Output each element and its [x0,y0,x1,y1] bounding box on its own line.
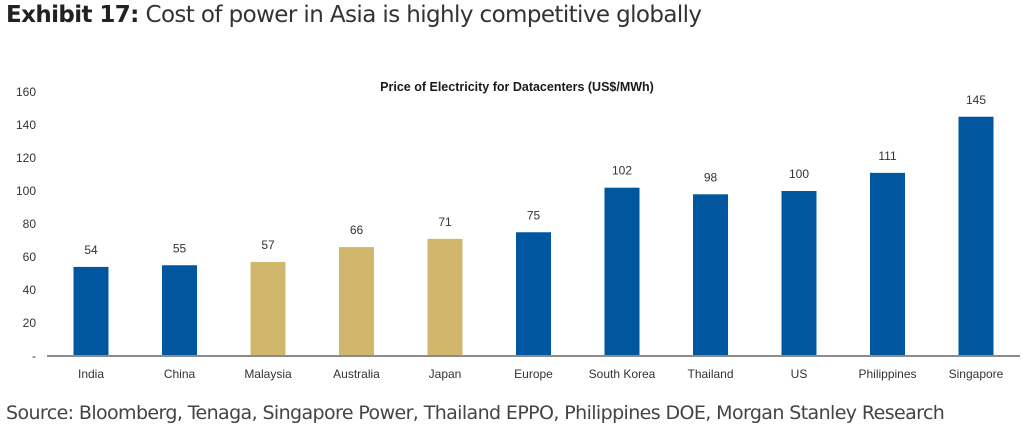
data-label: 98 [704,170,718,184]
y-tick-label: 140 [16,118,36,132]
bars: 54 55 57 66 71 75 102 98 100 111 145 [73,93,994,356]
bar-japan [427,238,463,356]
bar-china [162,265,197,356]
bar-singapore [958,116,994,356]
bar-thailand [693,194,728,356]
x-tick-label: Australia [333,367,380,381]
y-tick-label: 40 [23,283,37,297]
data-label: 54 [84,243,98,257]
bar-malaysia [250,261,286,356]
bar-india [73,266,109,356]
y-tick-label: 160 [16,85,36,99]
y-tick-label: 120 [16,151,36,165]
y-tick-label: 80 [23,217,37,231]
data-label: 102 [612,164,632,178]
data-label: 55 [173,241,187,255]
data-label: 111 [878,149,897,163]
chart-title: Price of Electricity for Datacenters (US… [380,80,654,94]
x-tick-label: India [78,367,104,381]
y-tick-label: - [32,349,36,363]
y-tick-label: 60 [23,250,37,264]
y-tick-label: 20 [23,316,37,330]
data-label: 75 [527,208,541,222]
bar-philippines [870,172,905,356]
data-label: 71 [438,215,452,229]
x-tick-label: Singapore [949,367,1004,381]
data-label: 66 [350,223,364,237]
y-tick-label: 100 [16,184,36,198]
x-tick-label: Europe [514,367,553,381]
data-label: 145 [966,93,986,107]
bar-us [781,191,817,356]
data-label: 57 [261,238,275,252]
x-tick-label: Japan [429,367,462,381]
bar-south-korea [604,187,640,356]
bar-australia [339,247,374,356]
data-label: 100 [789,167,809,181]
exhibit-title: Cost of power in Asia is highly competit… [145,2,702,28]
x-tick-label: Philippines [858,367,916,381]
x-tick-label: Thailand [687,367,733,381]
y-axis: - 20 40 60 80 100 120 140 160 [16,85,36,363]
x-tick-label: US [791,367,808,381]
x-tick-label: South Korea [589,367,656,381]
bar-europe [516,232,551,356]
x-tick-label: Malaysia [244,367,292,381]
exhibit-heading: Exhibit 17: Cost of power in Asia is hig… [6,2,702,28]
exhibit-label: Exhibit 17: [6,2,139,28]
x-tick-label: China [164,367,196,381]
x-axis-labels: India China Malaysia Australia Japan Europe So… [78,367,1004,381]
source-note: Source: Bloomberg, Tenaga, Singapore Pow… [6,402,945,424]
bar-chart: Price of Electricity for Datacenters (US… [16,80,1020,381]
